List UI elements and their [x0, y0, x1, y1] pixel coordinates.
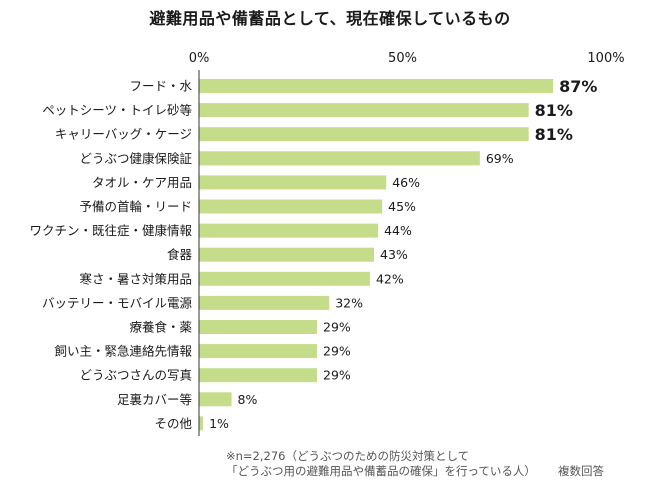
- footnote-multiple-answers: 複数回答: [558, 464, 604, 478]
- bar: [199, 295, 330, 310]
- x-tick-label: 0%: [189, 51, 210, 66]
- bar: [199, 127, 529, 142]
- category-label: タオル・ケア用品: [92, 175, 192, 190]
- data-label: 8%: [238, 392, 258, 407]
- bar: [199, 223, 379, 238]
- x-tick-label: 100%: [587, 51, 624, 66]
- category-label: その他: [154, 416, 192, 431]
- category-label: フード・水: [129, 79, 192, 94]
- data-label: 87%: [559, 77, 597, 96]
- bar: [199, 175, 387, 190]
- category-label: 療養食・薬: [129, 320, 192, 335]
- data-label: 1%: [209, 416, 229, 431]
- bar: [199, 103, 529, 118]
- data-label: 45%: [388, 199, 416, 214]
- category-label: 食器: [167, 247, 193, 262]
- bar: [199, 368, 318, 383]
- category-label: 足裏カバー等: [117, 392, 192, 407]
- bar: [199, 416, 204, 431]
- footnote-population: 「どうぶつ用の避難用品や備蓄品の確保」を行っている人）: [226, 464, 536, 478]
- data-label: 29%: [323, 368, 351, 383]
- category-label: どうぶつ健康保険証: [79, 151, 192, 166]
- category-label: キャリーバッグ・ケージ: [55, 127, 192, 142]
- data-label: 29%: [323, 320, 351, 335]
- bar: [199, 151, 480, 166]
- bar: [199, 247, 375, 262]
- bar: [199, 271, 370, 286]
- bar: [199, 79, 554, 93]
- chart-title: 避難用品や備蓄品として、現在確保しているもの: [149, 9, 511, 28]
- bar: [199, 344, 318, 359]
- bar: [199, 320, 318, 334]
- category-label: バッテリー・モバイル電源: [42, 295, 193, 310]
- data-label: 43%: [380, 247, 408, 262]
- data-label: 32%: [335, 295, 363, 310]
- bar: [199, 392, 232, 407]
- category-label: 予備の首輪・リード: [79, 199, 192, 214]
- data-label: 46%: [392, 175, 420, 190]
- category-label: 寒さ・暑さ対策用品: [79, 271, 192, 286]
- category-label: ワクチン・既往症・健康情報: [29, 223, 192, 238]
- x-tick-label: 50%: [388, 51, 417, 66]
- category-label: ペットシーツ・トイレ砂等: [42, 103, 192, 118]
- data-label: 69%: [486, 151, 514, 166]
- footnote-sample-size: ※n=2,276（どうぶつのための防災対策として: [226, 449, 470, 463]
- category-label: 飼い主・緊急連絡先情報: [54, 344, 192, 359]
- data-label: 29%: [323, 344, 351, 359]
- data-label: 81%: [535, 101, 573, 120]
- data-label: 81%: [535, 125, 573, 144]
- data-label: 42%: [376, 271, 404, 286]
- category-label: どうぶつさんの写真: [79, 368, 192, 383]
- data-label: 44%: [384, 223, 412, 238]
- bar: [199, 199, 383, 214]
